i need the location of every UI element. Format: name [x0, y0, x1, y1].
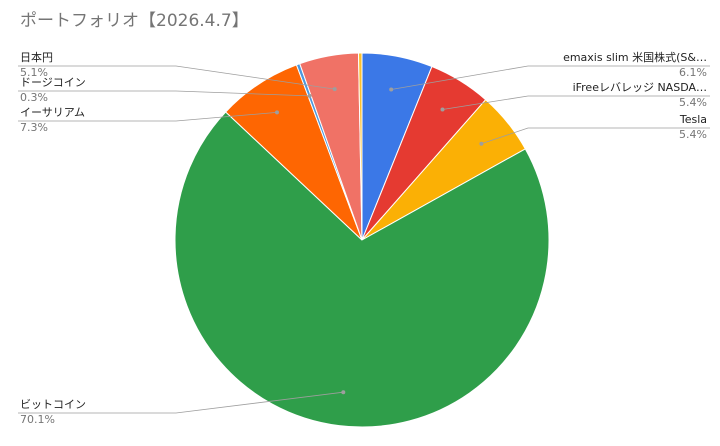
slice-name-label: ドージコイン: [20, 76, 86, 89]
leader-dot: [341, 390, 346, 395]
slice-name-label: イーサリアム: [20, 106, 85, 119]
leader-line: [18, 391, 344, 414]
leader-dot: [389, 87, 394, 92]
pie-slices: [174, 52, 550, 428]
slice-percent-label: 6.1%: [679, 66, 707, 79]
leader-dot: [275, 110, 279, 115]
leader-dot: [307, 93, 312, 98]
slice-percent-label: 5.4%: [679, 96, 707, 109]
chart-title: ポートフォリオ【2026.4.7】: [20, 11, 249, 31]
leader-line: [481, 127, 710, 145]
pie-labels: emaxis slim 米国株式(S&… 6.1% iFreeレバレッジ NASDA…: [18, 50, 710, 426]
slice-percent-label: 5.4%: [679, 128, 707, 141]
leader-dot: [479, 141, 484, 146]
slice-name-label: Tesla: [679, 113, 707, 126]
leader-line: [442, 95, 710, 110]
slice-percent-label: 0.3%: [20, 91, 48, 104]
leader-line: [18, 90, 310, 97]
pie-slice[interactable]: [357, 52, 363, 241]
leader-dot: [440, 107, 445, 112]
slice-name-label: iFreeレバレッジ NASDA…: [573, 81, 707, 94]
slice-name-label: 日本円: [20, 50, 53, 64]
slice-percent-label: 5.1%: [20, 66, 48, 79]
slice-name-label: ビットコイン: [20, 398, 86, 411]
leader-dot: [332, 87, 337, 92]
slice-percent-label: 7.3%: [20, 121, 48, 134]
leader-line: [18, 65, 335, 90]
pie-slice[interactable]: [174, 111, 550, 428]
slice-percent-label: 70.1%: [20, 413, 55, 426]
leader-line: [18, 112, 278, 122]
slice-name-label: emaxis slim 米国株式(S&…: [563, 50, 707, 64]
leader-line: [391, 65, 710, 90]
